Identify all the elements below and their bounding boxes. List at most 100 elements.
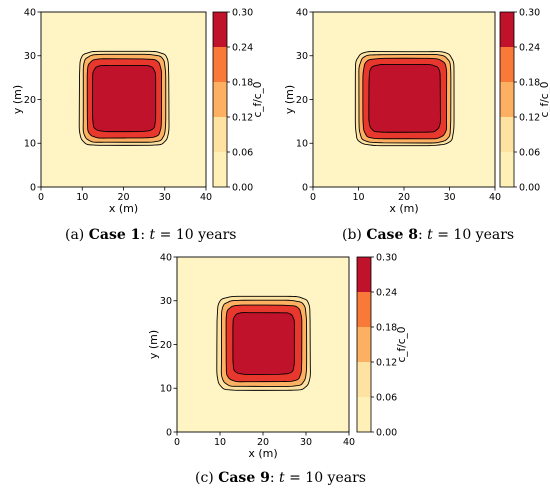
x-tick-label: 30 — [443, 192, 455, 203]
y-tick-label: 10 — [24, 139, 36, 150]
colorbar-label: c_f/c_0 — [396, 327, 408, 363]
colorbar-band — [357, 362, 371, 397]
colorbar-tick-label: 0.06 — [519, 147, 540, 158]
colorbar-frame — [356, 256, 372, 433]
y-tick-label: 40 — [24, 7, 36, 18]
colorbar-label: c_f/c_0 — [539, 82, 550, 118]
y-tick-label: 40 — [296, 7, 308, 18]
colorbar-tick-label: 0.18 — [519, 77, 540, 88]
colorbar-label: c_f/c_0 — [252, 82, 264, 118]
caption-b: (b) Case 8: t = 10 years — [342, 227, 515, 243]
colorbar-band — [213, 117, 227, 152]
y-tick-label: 40 — [160, 252, 172, 263]
y-axis-label: y (m) — [283, 85, 296, 114]
colorbar-band — [213, 12, 227, 47]
caption-case: Case 1 — [88, 227, 141, 243]
colorbar-band — [357, 257, 371, 292]
x-tick-label: 20 — [398, 192, 410, 203]
contour-line-0.24 — [92, 65, 157, 133]
caption-value: 10 years — [305, 470, 366, 486]
contour-line-0.24 — [368, 63, 441, 133]
x-tick-label: 40 — [343, 437, 355, 448]
x-axis-label: x (m) — [248, 447, 277, 460]
x-tick-label: 40 — [489, 192, 501, 203]
colorbar-tick-label: 0.00 — [376, 427, 397, 438]
x-axis-label: x (m) — [389, 202, 418, 215]
caption-case: Case 9 — [218, 470, 270, 486]
x-tick-label: 30 — [300, 437, 312, 448]
caption-value: 10 years — [175, 227, 237, 243]
contour-fill-0.24 — [92, 65, 156, 132]
x-tick-label: 40 — [200, 192, 212, 203]
y-tick-label: 0 — [30, 182, 36, 193]
x-tick-label: 10 — [352, 192, 364, 203]
caption-var: t — [149, 227, 156, 243]
colorbar-tick-label: 0.06 — [232, 147, 253, 158]
y-axis-label: y (m) — [147, 330, 160, 359]
colorbar-tick-label: 0.30 — [376, 252, 397, 263]
y-tick-label: 30 — [24, 51, 36, 62]
contour-line-0.06 — [216, 295, 311, 391]
caption-tag: (c) — [195, 470, 214, 486]
colorbar-tick-label: 0.24 — [519, 42, 540, 53]
colorbar-tick-label: 0.18 — [232, 77, 253, 88]
colorbar-band — [500, 12, 514, 47]
panel-a: 0 10 20 30 40 0 10 20 30 40 x (m) y (m) 0.00 0.06 0.12… — [11, 7, 264, 215]
contour-line-0.06 — [354, 51, 455, 147]
y-axis-label: y (m) — [11, 85, 24, 114]
caption-var: t — [279, 470, 285, 486]
colorbar-band — [357, 327, 371, 362]
contour-line-0.24 — [232, 312, 295, 375]
colorbar-band — [500, 47, 514, 82]
colorbar-tick-label: 0.30 — [519, 7, 540, 18]
colorbar-band — [500, 117, 514, 152]
caption-var: t — [427, 227, 433, 243]
panel-b: 0 10 20 30 40 0 10 20 30 40 x (m) y (m) 0.00 0.06 0.12… — [283, 7, 550, 215]
contour-line-0.12 — [358, 53, 452, 144]
colorbar-band — [213, 47, 227, 82]
colorbar-tick-label: 0.24 — [376, 287, 397, 298]
contour-line-0.12 — [82, 53, 167, 143]
contour-fill-0.24 — [232, 312, 295, 375]
x-tick-label: 10 — [76, 192, 88, 203]
y-tick-label: 20 — [296, 95, 308, 106]
x-tick-label: 20 — [257, 437, 269, 448]
y-tick-label: 0 — [166, 427, 172, 438]
contour-line-0.06 — [78, 50, 170, 146]
y-tick-label: 30 — [296, 51, 308, 62]
colorbar-tick-label: 0.30 — [232, 7, 253, 18]
colorbar-band — [500, 152, 514, 187]
caption-tag: (a) — [65, 227, 85, 243]
x-tick-label: 20 — [117, 192, 129, 203]
y-tick-label: 0 — [302, 182, 308, 193]
x-tick-label: 0 — [174, 437, 180, 448]
colorbar-tick-label: 0.00 — [232, 182, 253, 193]
caption-case: Case 8 — [366, 227, 418, 243]
colorbar-tick-label: 0.06 — [376, 392, 397, 403]
panel-c: 0 10 20 30 40 0 10 20 30 40 x (m) y (m) 0.00 0.06 0.12… — [147, 252, 408, 460]
colorbar-tick-label: 0.12 — [519, 112, 540, 123]
x-tick-label: 30 — [159, 192, 171, 203]
colorbar-band — [357, 397, 371, 432]
y-tick-label: 10 — [160, 384, 172, 395]
colorbar-frame — [212, 11, 228, 188]
colorbar-tick-label: 0.24 — [232, 42, 253, 53]
colorbar-frame — [499, 11, 515, 188]
caption-a: (a) Case 1: t = 10 years — [65, 227, 237, 243]
contour-fill-0.24 — [368, 64, 441, 133]
contour-line-0.18 — [86, 58, 163, 139]
caption-c: (c) Case 9: t = 10 years — [195, 470, 366, 486]
colorbar-band — [213, 82, 227, 117]
colorbar-band — [213, 152, 227, 187]
caption-value: 10 years — [453, 227, 515, 243]
colorbar-band — [500, 82, 514, 117]
contour-line-0.18 — [225, 304, 303, 383]
colorbar-tick-label: 0.12 — [376, 357, 397, 368]
colorbar-tick-label: 0.12 — [232, 112, 253, 123]
caption-tag: (b) — [342, 227, 362, 243]
x-axis-label: x (m) — [109, 202, 138, 215]
colorbar-band — [357, 292, 371, 327]
colorbar-tick-label: 0.00 — [519, 182, 540, 193]
y-tick-label: 30 — [160, 296, 172, 307]
